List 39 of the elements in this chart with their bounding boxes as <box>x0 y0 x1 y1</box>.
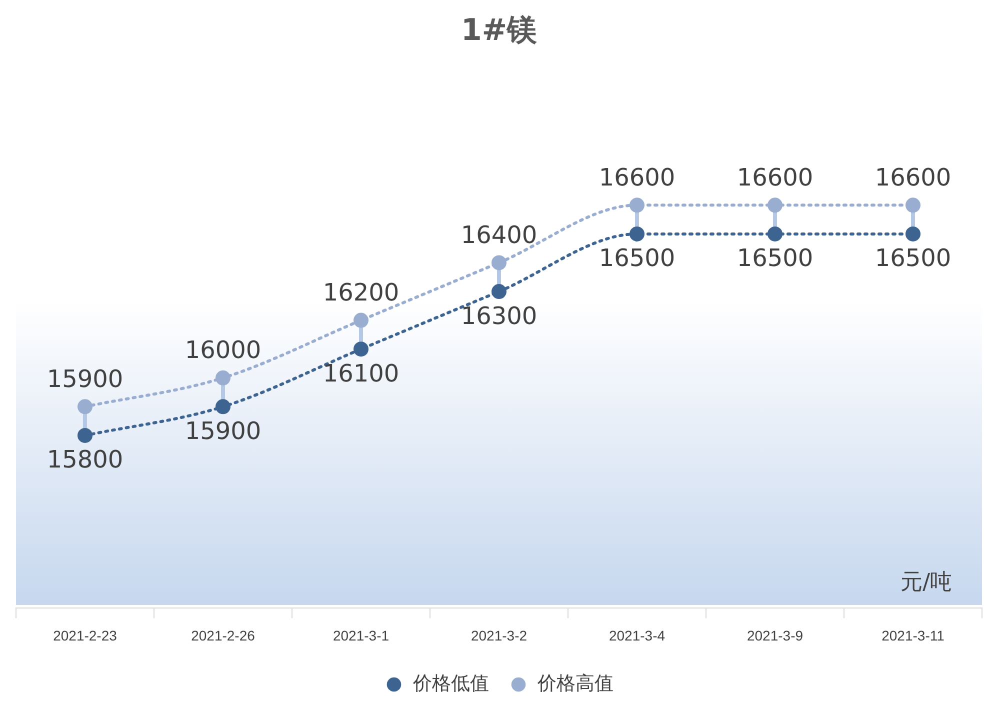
point <box>216 399 230 414</box>
data-label: 16400 <box>460 220 538 249</box>
point <box>492 284 506 300</box>
point <box>492 255 506 270</box>
data-label: 16000 <box>184 336 262 364</box>
point <box>78 428 92 443</box>
x-tick-label: 2021-3-2 <box>470 627 528 644</box>
data-label: 16600 <box>874 163 952 192</box>
point <box>630 226 644 242</box>
point <box>906 226 920 242</box>
x-tick-label: 2021-3-9 <box>746 627 804 644</box>
point <box>78 399 92 414</box>
data-label: 16500 <box>874 244 952 272</box>
x-tick-label: 2021-3-11 <box>882 627 945 644</box>
data-label: 15900 <box>46 364 124 393</box>
legend-label: 价格低值 <box>412 672 489 694</box>
data-label: 16200 <box>322 278 400 307</box>
point <box>216 370 230 386</box>
point <box>354 342 368 357</box>
point <box>768 226 782 242</box>
point <box>630 198 644 213</box>
x-tick-label: 2021-3-4 <box>608 627 666 644</box>
point <box>354 312 368 328</box>
text: 元/吨 <box>900 570 952 595</box>
x-tick-label: 2021-3-1 <box>332 627 390 644</box>
data-label: 16300 <box>460 302 538 330</box>
point <box>768 198 782 213</box>
data-label: 16500 <box>598 244 676 272</box>
data-label: 16600 <box>598 163 676 192</box>
data-label: 16500 <box>736 244 814 272</box>
data-label: 15800 <box>46 446 124 474</box>
point <box>906 198 920 213</box>
legend-label: 价格高值 <box>536 672 614 694</box>
x-tick-label: 2021-2-26 <box>191 627 256 644</box>
data-label: 16600 <box>736 163 814 192</box>
data-label: 16100 <box>322 359 400 388</box>
x-tick-label: 2021-2-23 <box>53 627 118 644</box>
data-label: 15900 <box>184 416 262 445</box>
chart-title: 1#镁 <box>460 12 538 48</box>
